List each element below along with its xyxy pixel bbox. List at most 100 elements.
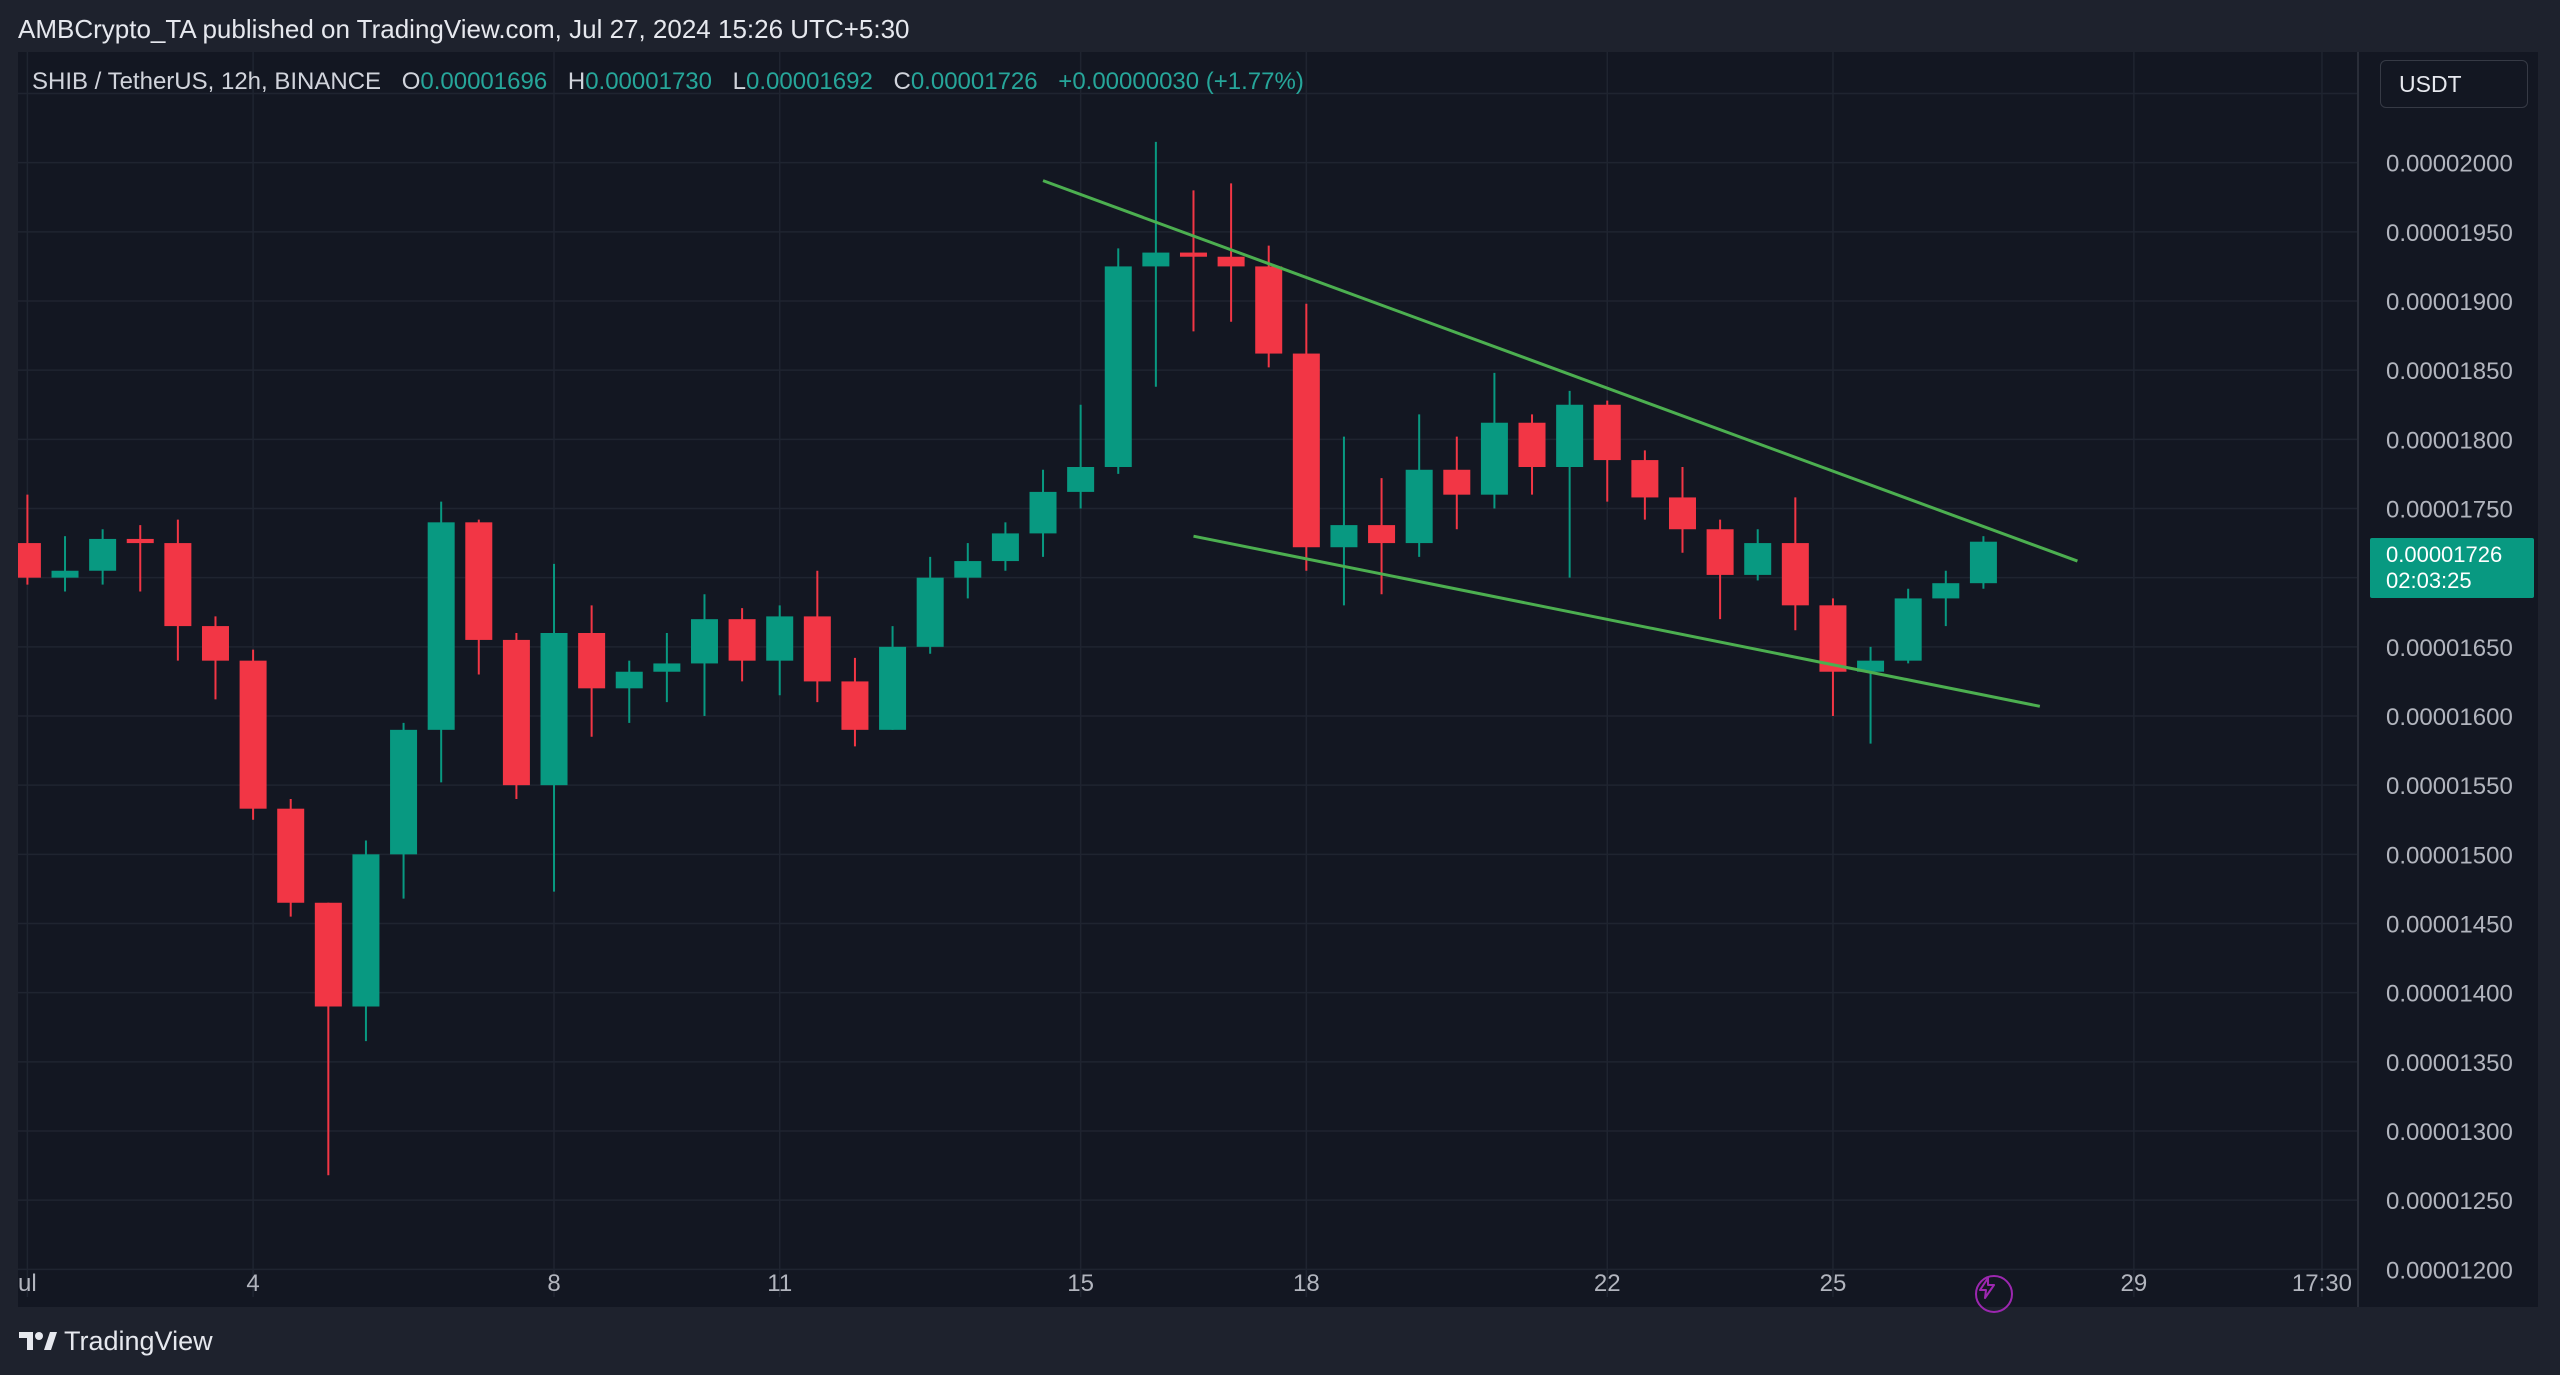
candle-body-up bbox=[954, 561, 982, 578]
y-tick-label: 0.00002000 bbox=[2386, 151, 2513, 178]
chart-frame[interactable]: 0.000020500.000020000.000019500.00001900… bbox=[18, 52, 2538, 1313]
last-price-tag: 0.00001726 02:03:25 bbox=[2370, 538, 2534, 598]
y-tick-label: 0.00001450 bbox=[2386, 912, 2513, 939]
x-tick-label: 25 bbox=[1820, 1270, 1847, 1297]
y-tick-label: 0.00001800 bbox=[2386, 427, 2513, 454]
candle-body-down bbox=[803, 616, 831, 682]
close-label: C bbox=[893, 68, 911, 95]
candle-body-up bbox=[1894, 598, 1922, 661]
candle-body-down bbox=[1217, 256, 1245, 267]
candle-body-up bbox=[1969, 541, 1997, 584]
candle-body-down bbox=[1179, 252, 1207, 257]
y-tick-label: 0.00001350 bbox=[2386, 1050, 2513, 1077]
candle-body-down bbox=[1255, 266, 1283, 354]
trendline bbox=[1193, 534, 2041, 708]
candle-body-down bbox=[1631, 460, 1659, 498]
trendline bbox=[1042, 179, 2078, 563]
candle-body-up bbox=[991, 533, 1019, 562]
candle-body-down bbox=[1781, 543, 1809, 606]
candle-body-up bbox=[1556, 404, 1584, 467]
candle-body-up bbox=[1932, 583, 1960, 599]
y-tick-label: 0.00001500 bbox=[2386, 842, 2513, 869]
high-value: 0.00001730 bbox=[585, 68, 712, 95]
close-value: 0.00001726 bbox=[910, 68, 1038, 95]
x-tick-label: 15 bbox=[1067, 1270, 1094, 1297]
candle-body-up bbox=[879, 646, 907, 730]
low-label: L bbox=[732, 68, 747, 95]
x-tick-label: 22 bbox=[1594, 1270, 1621, 1297]
candle-body-up bbox=[916, 577, 944, 647]
tradingview-logo-icon bbox=[18, 1330, 58, 1352]
footer-brand[interactable]: TradingView bbox=[18, 1323, 213, 1359]
y-tick-label: 0.00001750 bbox=[2386, 497, 2513, 524]
last-price-value: 0.00001726 bbox=[2386, 542, 2503, 567]
candle-body-down bbox=[1819, 605, 1847, 672]
x-tick-label: 8 bbox=[547, 1270, 560, 1297]
candle-body-down bbox=[164, 543, 192, 627]
y-tick-label: 0.00001950 bbox=[2386, 220, 2513, 247]
candle-body-down bbox=[126, 538, 154, 544]
candle-body-down bbox=[277, 808, 305, 903]
x-tick-label: 4 bbox=[246, 1270, 259, 1297]
candle-countdown: 02:03:25 bbox=[2386, 568, 2472, 593]
candle-body-down bbox=[1593, 404, 1621, 461]
candle-body-down bbox=[1518, 422, 1546, 467]
x-tick-label: 11 bbox=[767, 1270, 792, 1297]
candle-body-up bbox=[1857, 660, 1885, 672]
y-tick-label: 0.00001850 bbox=[2386, 358, 2513, 385]
y-tick-label: 0.00001550 bbox=[2386, 773, 2513, 800]
y-tick-label: 0.00001400 bbox=[2386, 981, 2513, 1008]
candle-body-down bbox=[578, 633, 606, 689]
candle-body-down bbox=[465, 522, 493, 640]
y-tick-label: 0.00001200 bbox=[2386, 1257, 2513, 1284]
candle-body-down bbox=[502, 639, 530, 786]
candle-body-up bbox=[1067, 467, 1095, 492]
high-label: H bbox=[567, 68, 586, 95]
candle-body-up bbox=[653, 663, 681, 672]
candle-body-up bbox=[390, 729, 418, 855]
y-tick-label: 0.00001250 bbox=[2386, 1188, 2513, 1215]
candle-body-down bbox=[239, 660, 267, 809]
candle-body-down bbox=[201, 626, 229, 661]
y-tick-label: 0.00001650 bbox=[2386, 635, 2513, 662]
candle-body-up bbox=[352, 854, 380, 1007]
candlestick-chart[interactable]: 0.000020500.000020000.000019500.00001900… bbox=[18, 52, 2538, 1307]
candle-body-down bbox=[1706, 529, 1734, 575]
candle-body-down bbox=[841, 681, 869, 730]
candle-body-up bbox=[615, 671, 643, 689]
candle-body-up bbox=[1744, 543, 1772, 575]
open-label: O bbox=[401, 68, 421, 95]
x-tick-label: 29 bbox=[2121, 1270, 2148, 1297]
symbol-label: SHIB / TetherUS, 12h, BINANCE bbox=[32, 68, 382, 95]
ohlc-legend: SHIB / TetherUS, 12h, BINANCE O0.0000169… bbox=[32, 68, 1304, 96]
x-tick-label: ul bbox=[18, 1270, 37, 1297]
candle-body-up bbox=[1330, 525, 1358, 548]
candle-body-up bbox=[427, 522, 455, 730]
change-value: +0.00000030 (+1.77%) bbox=[1058, 68, 1304, 95]
plot-background bbox=[18, 52, 2538, 1307]
x-tick-label: 18 bbox=[1293, 1270, 1320, 1297]
candle-body-up bbox=[89, 538, 117, 571]
y-tick-label: 0.00001900 bbox=[2386, 289, 2513, 316]
candle-body-up bbox=[1104, 266, 1132, 467]
candle-body-down bbox=[728, 619, 756, 661]
candle-body-down bbox=[1292, 353, 1320, 548]
lightning-icon[interactable] bbox=[1975, 1275, 2013, 1313]
candle-body-up bbox=[1480, 422, 1508, 495]
candle-body-down bbox=[1443, 469, 1471, 495]
y-tick-label: 0.00001300 bbox=[2386, 1119, 2513, 1146]
candle-body-up bbox=[540, 633, 568, 786]
candle-body-down bbox=[314, 902, 342, 1007]
currency-button[interactable]: USDT bbox=[2380, 60, 2528, 108]
candle-body-up bbox=[766, 616, 794, 661]
low-value: 0.00001692 bbox=[746, 68, 873, 95]
candle-body-up bbox=[690, 619, 718, 664]
candle-body-up bbox=[1405, 469, 1433, 544]
candle-body-down bbox=[1668, 497, 1696, 530]
open-value: 0.00001696 bbox=[420, 68, 548, 95]
x-tick-label: 17:30 bbox=[2292, 1270, 2352, 1297]
publisher-caption: AMBCrypto_TA published on TradingView.co… bbox=[18, 14, 910, 44]
candle-body-up bbox=[51, 570, 79, 578]
footer-brand-label: TradingView bbox=[64, 1325, 213, 1356]
candle-body-down bbox=[18, 543, 41, 578]
